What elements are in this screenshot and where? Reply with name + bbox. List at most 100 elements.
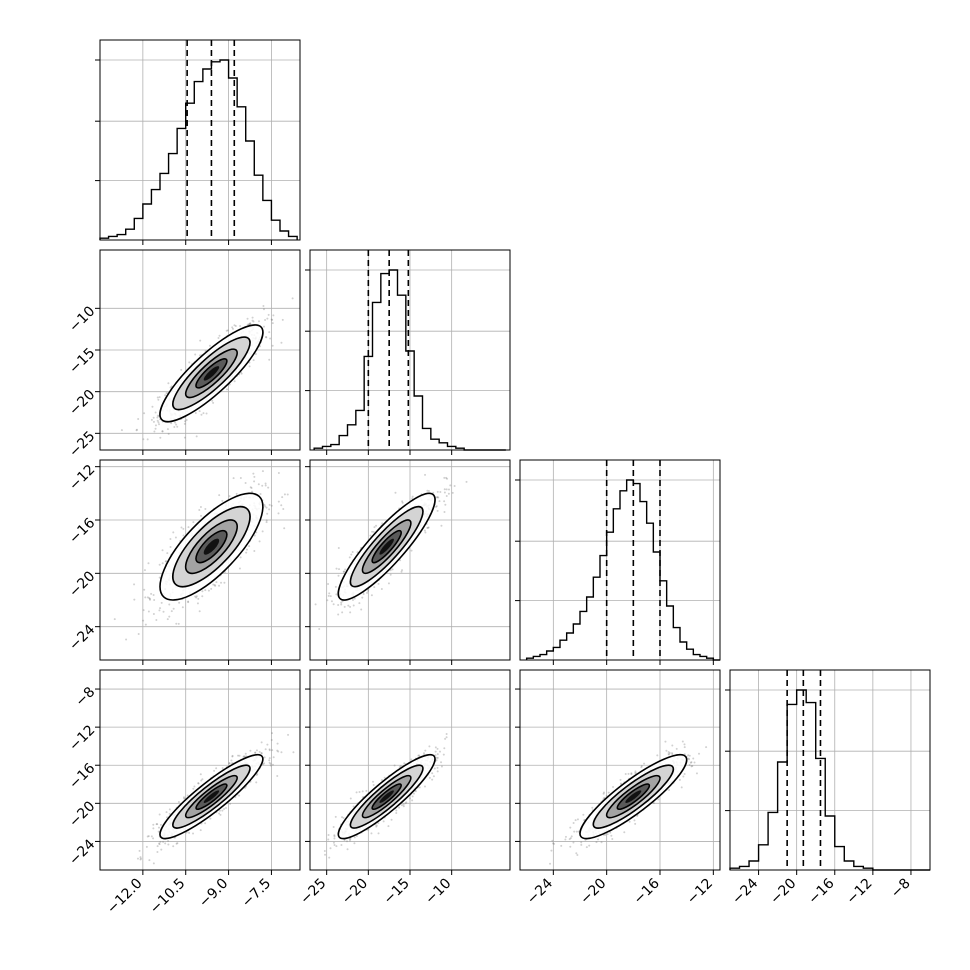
- scatter-point: [611, 837, 614, 840]
- scatter-point: [272, 756, 275, 759]
- scatter-point: [353, 836, 356, 839]
- scatter-point: [142, 438, 145, 441]
- scatter-point: [181, 606, 184, 609]
- scatter-point: [201, 595, 204, 598]
- scatter-point: [199, 829, 202, 832]
- scatter-point: [152, 613, 155, 616]
- scatter-point: [347, 604, 350, 607]
- scatter-point: [365, 789, 368, 792]
- panel-frame: [99, 39, 301, 241]
- scatter-point: [277, 512, 280, 515]
- scatter-point: [373, 586, 376, 589]
- scatter-point: [213, 769, 216, 772]
- scatter-point: [437, 496, 440, 499]
- scatter-point: [195, 596, 198, 599]
- scatter-point: [401, 500, 404, 503]
- scatter-point: [327, 834, 330, 837]
- scatter-point: [197, 782, 200, 785]
- scatter-point: [138, 849, 141, 852]
- scatter-point: [377, 832, 380, 835]
- scatter-point: [435, 505, 438, 508]
- scatter-point: [337, 603, 340, 606]
- scatter-point: [398, 806, 401, 809]
- scatter-point: [152, 837, 155, 840]
- scatter-point: [261, 470, 264, 473]
- scatter-point: [337, 613, 340, 616]
- scatter-point: [271, 322, 274, 325]
- scatter-point: [204, 589, 207, 592]
- scatter-point: [221, 499, 224, 502]
- scatter-point: [166, 552, 169, 555]
- scatter-point: [280, 341, 283, 344]
- scatter-point: [380, 779, 383, 782]
- scatter-point: [242, 755, 245, 758]
- scatter-point: [355, 791, 358, 794]
- scatter-point: [349, 837, 352, 840]
- scatter-point: [267, 486, 270, 489]
- scatter-point: [271, 763, 274, 766]
- scatter-point: [231, 326, 234, 329]
- scatter-point: [597, 838, 600, 841]
- scatter-point: [271, 344, 274, 347]
- scatter-point: [401, 804, 404, 807]
- scatter-point: [342, 570, 345, 573]
- scatter-point: [417, 754, 420, 757]
- contour-line: [172, 505, 251, 588]
- scatter-point: [120, 429, 123, 432]
- scatter-point: [269, 337, 272, 340]
- density-panel-3: [305, 459, 511, 665]
- panel-frame: [99, 669, 301, 871]
- panels: −24 −20 −16 −12 −8−10−15−20−25−12−16−20−24−1…: [66, 39, 931, 917]
- scatter-point: [159, 436, 162, 439]
- hist-panel-3: [515, 459, 721, 665]
- scatter-point: [633, 819, 636, 822]
- scatter-point: [155, 823, 158, 826]
- scatter-point: [230, 759, 233, 762]
- scatter-point: [186, 794, 189, 797]
- scatter-point: [427, 526, 430, 529]
- scatter-point: [332, 603, 335, 606]
- contour-line: [195, 529, 228, 564]
- scatter-point: [195, 595, 198, 598]
- scatter-point: [175, 842, 178, 845]
- scatter-point: [221, 809, 224, 812]
- scatter-point: [568, 838, 571, 841]
- scatter-point: [255, 781, 258, 784]
- scatter-point: [150, 592, 153, 595]
- scatter-point: [444, 737, 447, 740]
- scatter-point: [246, 317, 249, 320]
- scatter-point: [436, 766, 439, 769]
- scatter-point: [439, 490, 442, 493]
- scatter-point: [366, 591, 369, 594]
- scatter-point: [260, 752, 263, 755]
- scatter-point: [687, 754, 690, 757]
- contour-line: [337, 753, 436, 840]
- scatter-point: [161, 430, 164, 433]
- scatter-point: [426, 489, 429, 492]
- scatter-point: [250, 486, 253, 489]
- scatter-point: [228, 495, 231, 498]
- scatter-point: [440, 761, 443, 764]
- scatter-point: [156, 823, 159, 826]
- scatter-point: [268, 358, 271, 361]
- scatter-point: [218, 584, 221, 587]
- scatter-point: [422, 752, 425, 755]
- scatter-point: [431, 772, 434, 775]
- scatter-point: [264, 319, 267, 322]
- scatter-point: [352, 805, 355, 808]
- scatter-point: [162, 610, 165, 613]
- scatter-point: [147, 610, 150, 613]
- scatter-point: [436, 490, 439, 493]
- scatter-point: [443, 488, 446, 491]
- scatter-point: [349, 797, 352, 800]
- scatter-point: [220, 581, 223, 584]
- scatter-point: [218, 494, 221, 497]
- scatter-point: [375, 825, 378, 828]
- scatter-point: [440, 765, 443, 768]
- scatter-point: [164, 394, 167, 397]
- contour-line: [349, 505, 424, 588]
- scatter-point: [627, 772, 630, 775]
- scatter-point: [147, 835, 150, 838]
- scatter-point: [174, 421, 177, 424]
- scatter-point: [387, 582, 390, 585]
